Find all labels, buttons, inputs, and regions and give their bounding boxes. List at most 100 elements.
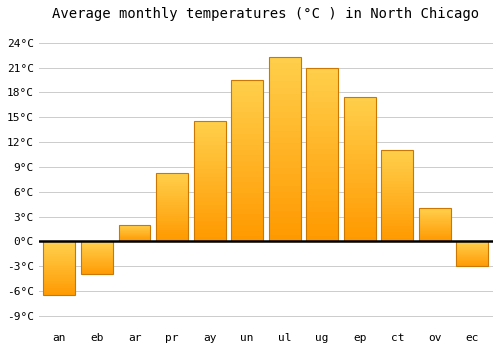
Bar — [268, 180, 300, 186]
Bar — [156, 173, 188, 175]
Bar — [118, 231, 150, 232]
Bar — [44, 263, 76, 265]
Bar — [306, 68, 338, 74]
Bar — [344, 121, 376, 126]
Bar — [81, 269, 113, 270]
Bar — [268, 186, 300, 192]
Bar — [306, 189, 338, 195]
Bar — [419, 211, 451, 213]
Bar — [81, 249, 113, 250]
Bar — [456, 245, 488, 246]
Bar — [81, 261, 113, 262]
Bar — [382, 162, 414, 166]
Bar — [194, 121, 226, 125]
Bar — [382, 187, 414, 190]
Bar — [194, 173, 226, 177]
Bar — [419, 233, 451, 235]
Bar — [44, 247, 76, 248]
Bar — [231, 215, 263, 220]
Bar — [268, 155, 300, 161]
Bar — [81, 271, 113, 272]
Bar — [44, 252, 76, 254]
Bar — [382, 190, 414, 193]
Bar — [344, 183, 376, 188]
Bar — [382, 199, 414, 202]
Bar — [306, 68, 338, 242]
Bar — [231, 85, 263, 91]
Bar — [344, 102, 376, 106]
Bar — [44, 259, 76, 261]
Bar — [419, 225, 451, 226]
Bar — [231, 220, 263, 225]
Bar — [231, 80, 263, 242]
Bar — [419, 235, 451, 236]
Bar — [231, 150, 263, 155]
Bar — [382, 150, 414, 153]
Bar — [194, 201, 226, 205]
Bar — [419, 231, 451, 232]
Bar — [306, 108, 338, 114]
Bar — [456, 258, 488, 259]
Bar — [194, 133, 226, 138]
Bar — [306, 114, 338, 120]
Bar — [456, 248, 488, 249]
Bar — [231, 91, 263, 96]
Bar — [419, 229, 451, 230]
Bar — [156, 175, 188, 177]
Bar — [382, 217, 414, 220]
Bar — [44, 258, 76, 259]
Bar — [231, 188, 263, 193]
Bar — [194, 121, 226, 241]
Bar — [419, 220, 451, 222]
Bar — [156, 207, 188, 209]
Bar — [306, 212, 338, 218]
Bar — [194, 229, 226, 233]
Bar — [456, 251, 488, 252]
Bar — [344, 188, 376, 193]
Bar — [231, 231, 263, 236]
Bar — [44, 277, 76, 279]
Bar — [382, 184, 414, 187]
Bar — [382, 193, 414, 196]
Bar — [194, 189, 226, 193]
Bar — [268, 63, 300, 69]
Bar — [156, 239, 188, 241]
Bar — [419, 214, 451, 215]
Bar — [231, 198, 263, 204]
Bar — [44, 266, 76, 268]
Bar — [231, 172, 263, 177]
Bar — [344, 97, 376, 242]
Bar — [156, 234, 188, 237]
Bar — [44, 290, 76, 292]
Bar — [44, 254, 76, 256]
Bar — [156, 223, 188, 225]
Bar — [194, 158, 226, 161]
Bar — [456, 262, 488, 263]
Bar — [419, 217, 451, 218]
Bar — [156, 216, 188, 218]
Bar — [44, 282, 76, 284]
Bar — [268, 211, 300, 217]
Bar — [268, 174, 300, 180]
Bar — [344, 111, 376, 116]
Bar — [456, 264, 488, 265]
Bar — [231, 204, 263, 209]
Bar — [118, 230, 150, 231]
Bar — [231, 123, 263, 128]
Bar — [456, 246, 488, 247]
Bar — [81, 243, 113, 244]
Bar — [344, 227, 376, 232]
Bar — [81, 245, 113, 246]
Bar — [81, 260, 113, 261]
Bar — [156, 225, 188, 228]
Bar — [419, 230, 451, 231]
Bar — [231, 177, 263, 182]
Bar — [344, 208, 376, 212]
Bar — [344, 193, 376, 198]
Bar — [81, 247, 113, 248]
Bar — [456, 263, 488, 264]
Bar — [382, 178, 414, 181]
Bar — [81, 262, 113, 264]
Bar — [81, 258, 113, 259]
Bar — [268, 125, 300, 131]
